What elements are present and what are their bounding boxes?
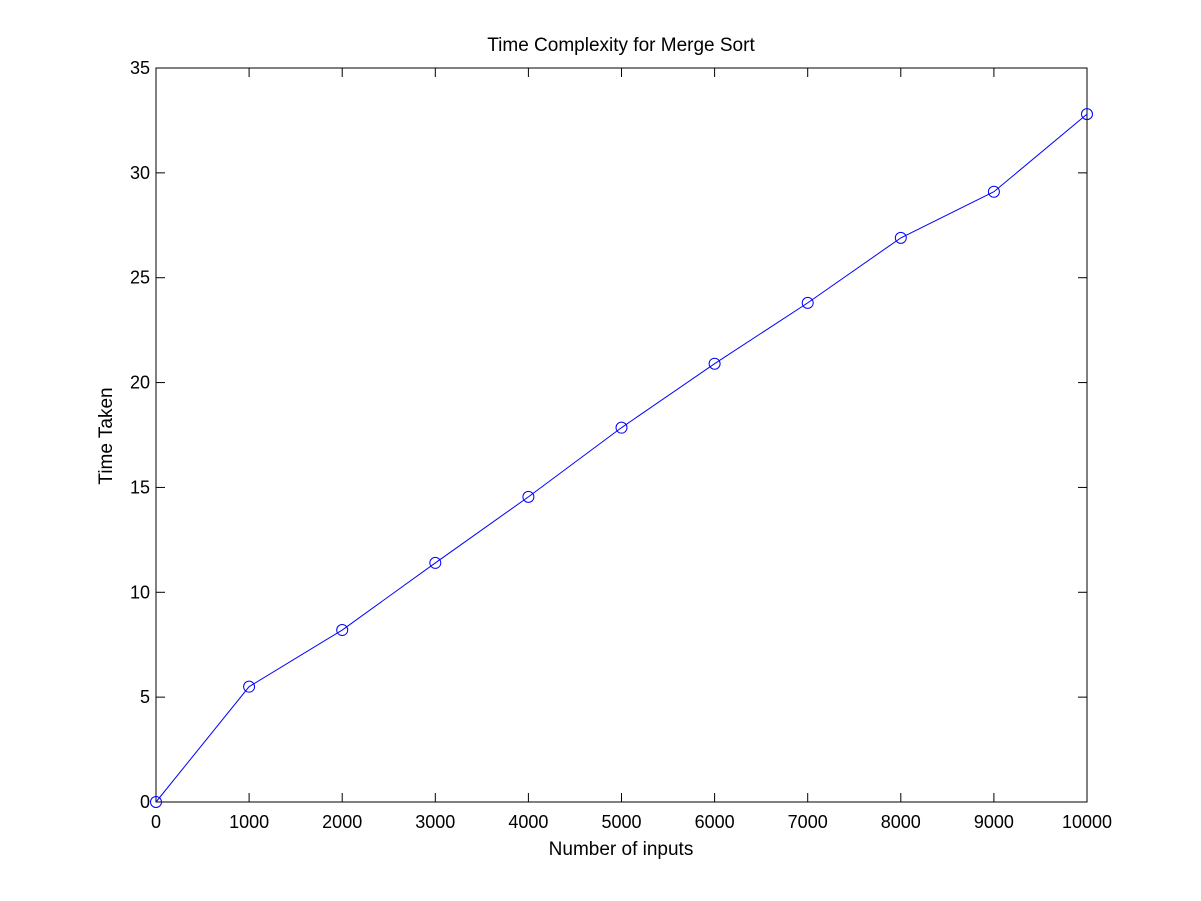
x-tick-label: 5000 (601, 812, 641, 832)
x-tick-label: 1000 (229, 812, 269, 832)
data-point-marker (801, 296, 814, 309)
y-axis: 0 5 10 15 20 25 30 35 (130, 58, 1087, 812)
data-point-marker (429, 556, 442, 569)
y-tick-label: 30 (130, 163, 150, 183)
data-point-marker (336, 624, 349, 637)
x-tick-label: 3000 (415, 812, 455, 832)
x-tick-label: 6000 (695, 812, 735, 832)
y-tick-label: 15 (130, 477, 150, 497)
y-tick-label: 35 (130, 58, 150, 78)
data-point-marker (150, 796, 162, 808)
x-axis: 0 1000 2000 3000 4000 5000 6000 7000 8000 9000 100… (151, 68, 1112, 832)
data-point-marker (987, 185, 1000, 198)
data-point-marker (894, 231, 907, 244)
series-markers (150, 108, 1093, 808)
x-tick-label: 4000 (508, 812, 548, 832)
x-axis-title: Number of inputs (549, 839, 694, 860)
x-tick-label: 0 (151, 812, 161, 832)
y-tick-label: 0 (140, 792, 150, 812)
data-point-marker (708, 357, 721, 370)
y-tick-label: 25 (130, 268, 150, 288)
x-tick-label: 7000 (788, 812, 828, 832)
data-point-marker (243, 680, 256, 693)
y-tick-label: 20 (130, 373, 150, 393)
x-tick-label: 9000 (974, 812, 1014, 832)
data-point-marker (615, 421, 628, 434)
data-point-marker (522, 490, 535, 503)
y-tick-label: 5 (140, 687, 150, 707)
y-axis-title: Time Taken (96, 387, 117, 484)
y-tick-label: 10 (130, 582, 150, 602)
chart-title: Time Complexity for Merge Sort (487, 35, 755, 56)
data-point-marker (1081, 108, 1093, 121)
series-line (155, 113, 1088, 803)
x-tick-label: 10000 (1062, 812, 1112, 832)
x-tick-label: 8000 (881, 812, 921, 832)
x-tick-label: 2000 (322, 812, 362, 832)
